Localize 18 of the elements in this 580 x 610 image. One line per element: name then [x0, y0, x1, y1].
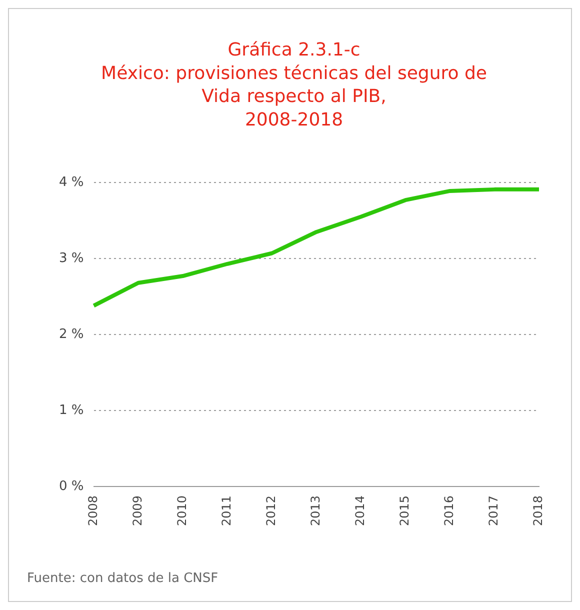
x-tick-label: 2017	[486, 495, 501, 526]
chart-title: Gráfica 2.3.1-c México: provisiones técnicas del seguro de Vida respecto al PIB, 2008-2018	[101, 39, 487, 131]
x-tick-label: 2013	[308, 495, 323, 526]
source-note: Fuente: con datos de la CNSF	[27, 571, 218, 586]
x-tick-label: 2015	[398, 495, 412, 526]
x-tick-label: 2011	[219, 495, 234, 526]
x-tick-label: 2018	[531, 495, 546, 526]
y-tick-label: 4 %	[58, 174, 84, 190]
y-tick-label: 2 %	[58, 326, 84, 342]
x-tick-label: 2009	[130, 495, 144, 526]
x-tick-label: 2016	[442, 495, 456, 526]
x-tick-label: 2012	[264, 495, 278, 526]
x-tick-label: 2008	[86, 495, 100, 526]
y-tick-label: 0 %	[58, 478, 84, 494]
y-tick-label: 1 %	[58, 402, 84, 418]
x-tick-label: 2010	[174, 495, 189, 526]
x-tick-label: 2014	[353, 495, 368, 526]
y-tick-label: 3 %	[58, 250, 84, 266]
